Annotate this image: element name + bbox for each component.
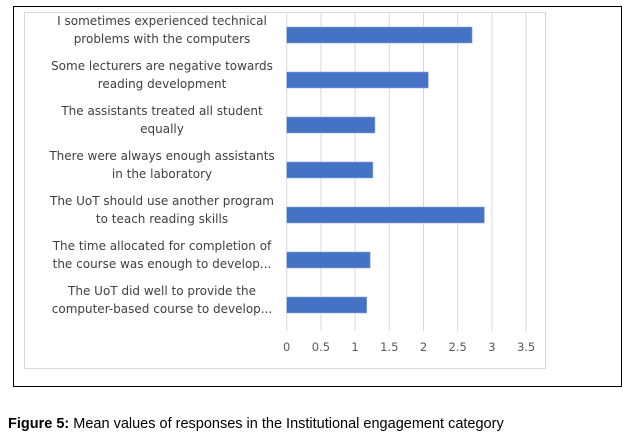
bar — [286, 161, 374, 179]
x-tick-label: 0 — [283, 340, 290, 354]
figure-caption: Figure 5: Mean values of responses in th… — [8, 416, 504, 432]
x-tick-label: 2.5 — [449, 340, 467, 354]
category-label: The UoT did well to provide the — [67, 284, 256, 298]
category-label: in the laboratory — [112, 167, 212, 181]
category-label: equally — [140, 122, 184, 136]
category-label: Some lecturers are negative towards — [51, 59, 273, 73]
caption-text: Mean values of responses in the Institut… — [69, 416, 504, 432]
x-tick-label: 2 — [420, 340, 427, 354]
category-label: problems with the computers — [74, 32, 251, 46]
bar — [286, 26, 473, 44]
category-label: the course was enough to develop... — [53, 257, 272, 271]
category-label: reading development — [98, 77, 227, 91]
x-tick-label: 3 — [488, 340, 495, 354]
x-tick-label: 1 — [351, 340, 358, 354]
bar — [286, 206, 485, 224]
category-labels: I sometimes experienced technical problem… — [48, 14, 274, 316]
bar — [286, 71, 429, 89]
bar — [286, 116, 376, 134]
bar — [286, 296, 368, 314]
category-label: to teach reading skills — [96, 212, 228, 226]
category-label: The UoT should use another program — [49, 194, 274, 208]
x-tick-label: 0.5 — [312, 340, 330, 354]
category-label: computer-based course to develop... — [52, 302, 272, 316]
x-tick-labels: 0 0.5 1 1.5 2 2.5 3 3.5 — [283, 340, 535, 354]
category-label: The assistants treated all student — [60, 104, 263, 118]
category-label: I sometimes experienced technical — [57, 14, 267, 28]
bar — [286, 251, 371, 269]
category-label: The time allocated for completion of — [52, 239, 272, 253]
chart-area — [24, 12, 546, 369]
caption-label: Figure 5: — [8, 416, 70, 432]
x-tick-label: 1.5 — [380, 340, 398, 354]
x-tick-label: 3.5 — [517, 340, 535, 354]
figure-frame — [13, 6, 622, 387]
category-label: There were always enough assistants — [48, 149, 274, 163]
bars — [286, 26, 485, 314]
